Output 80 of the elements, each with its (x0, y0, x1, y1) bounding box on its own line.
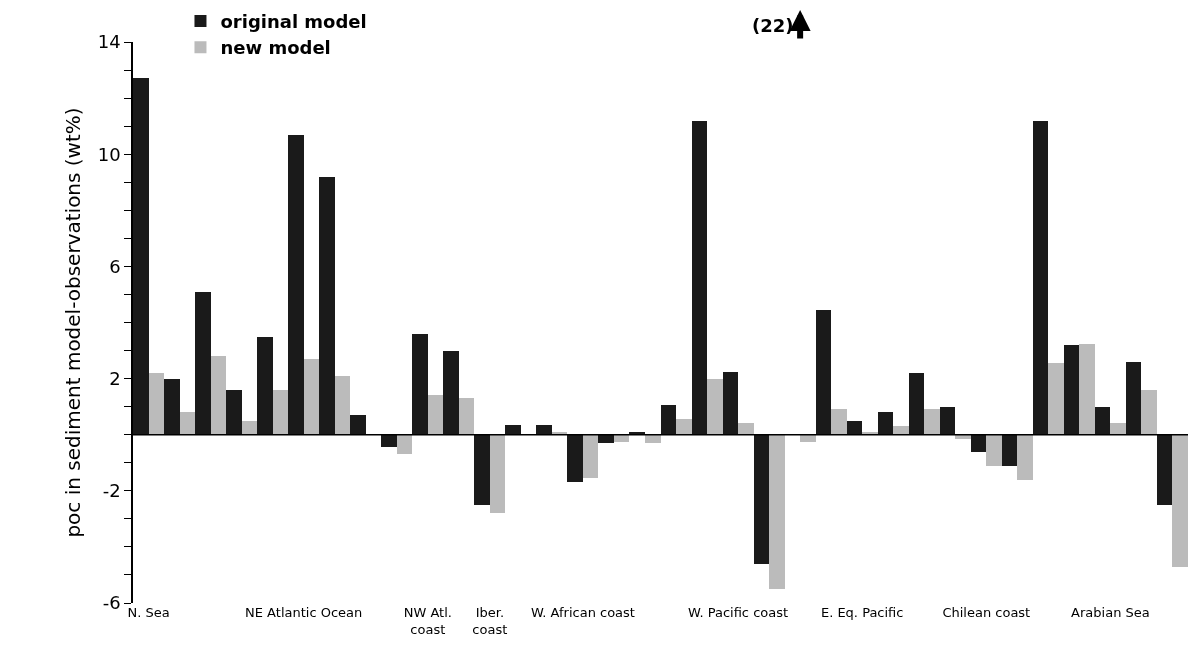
bar (661, 405, 676, 435)
bar (428, 395, 443, 435)
bar (1095, 407, 1110, 435)
x-tick-label: W. Pacific coast (688, 605, 789, 620)
y-tick-label: 6 (109, 255, 121, 277)
bar (1157, 435, 1172, 505)
bar (567, 435, 583, 482)
bar (1172, 435, 1188, 567)
x-tick-label: E. Eq. Pacific (820, 605, 904, 620)
bar (738, 423, 754, 435)
bar (878, 412, 893, 435)
y-tick-label: 10 (97, 143, 121, 165)
bar (614, 435, 629, 442)
bar (490, 435, 505, 513)
y-tick-label: 14 (97, 31, 121, 53)
bar (816, 310, 831, 435)
y-tick-label: -2 (102, 480, 121, 502)
bar (195, 292, 211, 435)
bar (459, 398, 474, 435)
bar (412, 334, 428, 435)
x-tick-label: N. Sea (127, 605, 170, 620)
bar (692, 121, 707, 435)
bar (971, 435, 986, 452)
bar (955, 435, 971, 439)
bar (645, 435, 661, 443)
bar (1048, 363, 1064, 435)
bar (1017, 435, 1033, 480)
bar (707, 379, 723, 435)
legend-label: original model (220, 10, 367, 32)
bar (986, 435, 1002, 466)
bar (335, 376, 350, 435)
x-tick-label: Iber. coast (472, 605, 508, 637)
bar (800, 435, 816, 442)
bar (847, 421, 862, 435)
bar (397, 435, 412, 454)
x-tick-label: W. African coast (530, 605, 635, 620)
bar (1033, 121, 1048, 435)
bar (536, 425, 552, 435)
bar (304, 359, 319, 435)
bar (754, 435, 769, 564)
bar (149, 373, 164, 435)
bar (273, 390, 288, 435)
bar (180, 412, 195, 435)
bar (211, 356, 226, 435)
bar (1064, 345, 1079, 435)
bar (1079, 344, 1095, 435)
bar (242, 421, 257, 435)
x-tick-label: Chilean coast (942, 605, 1031, 620)
y-tick-label: -6 (102, 592, 121, 614)
bar (1110, 423, 1126, 435)
legend-label: new model (220, 37, 331, 59)
text: (22) (752, 15, 794, 36)
bar (1126, 362, 1141, 435)
bar (133, 78, 149, 435)
bar (769, 435, 785, 589)
bar (257, 337, 273, 435)
bar (288, 135, 304, 435)
bar (583, 435, 598, 478)
x-tick-label: Arabian Sea (1071, 605, 1150, 620)
bar (505, 425, 521, 435)
y-tick-label: 2 (109, 367, 121, 389)
y-axis-title: poc in sediment model-observations (wt%) (60, 107, 85, 538)
bar (443, 351, 459, 435)
bar (1002, 435, 1017, 466)
bar (1141, 390, 1157, 435)
bar (474, 435, 490, 505)
bar (831, 409, 847, 435)
bar (319, 177, 335, 435)
bar (226, 390, 242, 435)
bar (723, 372, 738, 435)
bar (909, 373, 924, 435)
bar (940, 407, 955, 435)
x-tick-label: NE Atlantic Ocean (245, 605, 363, 620)
bar (924, 409, 940, 435)
bar (350, 415, 366, 435)
bar (676, 419, 692, 435)
bar (164, 379, 180, 435)
bar (598, 435, 614, 443)
bar (381, 435, 397, 447)
x-tick-label: NW Atl. coast (403, 605, 452, 637)
